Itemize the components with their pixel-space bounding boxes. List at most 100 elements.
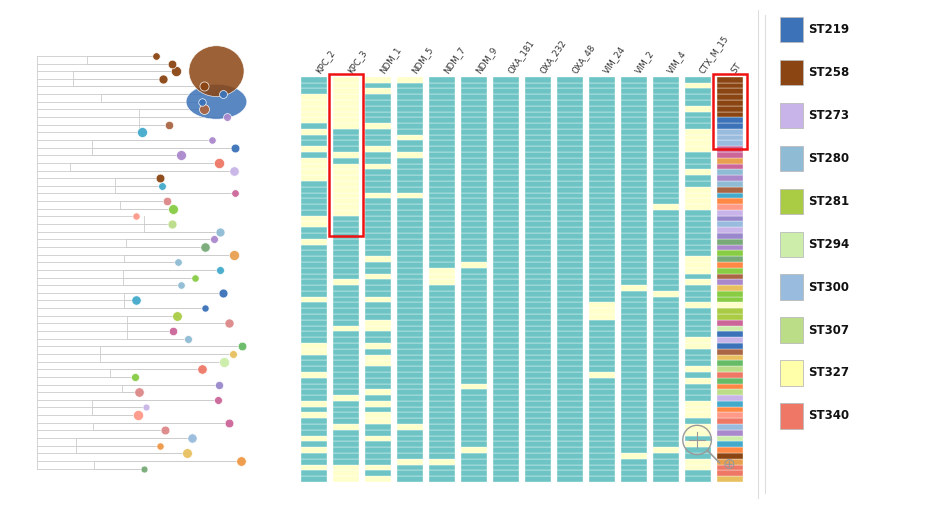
Bar: [557, 360, 583, 366]
Bar: [397, 77, 423, 83]
Bar: [365, 279, 391, 285]
Bar: [525, 476, 551, 482]
Text: OXA_181: OXA_181: [505, 38, 535, 75]
Bar: [492, 291, 519, 297]
Bar: [397, 221, 423, 227]
Bar: [589, 320, 615, 326]
Bar: [397, 140, 423, 146]
Bar: [461, 372, 487, 378]
Bar: [589, 308, 615, 314]
Bar: [621, 169, 647, 175]
Bar: [684, 401, 710, 407]
Bar: [333, 227, 359, 233]
Bar: [365, 314, 391, 320]
Bar: [621, 210, 647, 216]
Bar: [557, 210, 583, 216]
Bar: [397, 164, 423, 169]
Bar: [652, 169, 679, 175]
Bar: [589, 250, 615, 256]
Bar: [429, 424, 455, 430]
Bar: [621, 123, 647, 129]
Bar: [492, 378, 519, 384]
Bar: [652, 389, 679, 395]
Bar: [300, 210, 327, 216]
Bar: [300, 106, 327, 111]
Bar: [589, 227, 615, 233]
Bar: [717, 129, 743, 135]
Bar: [525, 470, 551, 476]
Point: [162, 120, 177, 129]
Bar: [717, 135, 743, 140]
Bar: [525, 262, 551, 268]
Bar: [300, 227, 327, 233]
Bar: [652, 343, 679, 349]
Text: KPC_3: KPC_3: [346, 48, 369, 75]
Bar: [589, 470, 615, 476]
Bar: [589, 135, 615, 140]
Bar: [397, 256, 423, 262]
Bar: [492, 256, 519, 262]
Bar: [365, 198, 391, 204]
Bar: [717, 447, 743, 453]
Bar: [589, 366, 615, 372]
Text: ST307: ST307: [808, 324, 849, 337]
Text: NDM_1: NDM_1: [378, 45, 402, 75]
Bar: [589, 453, 615, 459]
Text: ST280: ST280: [808, 152, 849, 165]
Bar: [717, 268, 743, 273]
Bar: [461, 285, 487, 291]
Bar: [461, 430, 487, 435]
Bar: [461, 140, 487, 146]
Bar: [652, 384, 679, 389]
Bar: [365, 407, 391, 412]
Bar: [717, 239, 743, 245]
Bar: [365, 169, 391, 175]
Bar: [365, 100, 391, 106]
Bar: [461, 94, 487, 100]
Bar: [492, 123, 519, 129]
Bar: [492, 430, 519, 435]
Bar: [557, 158, 583, 164]
Bar: [557, 401, 583, 407]
Bar: [589, 221, 615, 227]
Bar: [621, 314, 647, 320]
Bar: [300, 117, 327, 123]
Bar: [717, 158, 743, 164]
Bar: [684, 83, 710, 88]
Bar: [652, 424, 679, 430]
Bar: [300, 187, 327, 193]
Bar: [333, 135, 359, 140]
Bar: [429, 158, 455, 164]
Bar: [589, 204, 615, 210]
Bar: [781, 146, 803, 171]
Bar: [333, 210, 359, 216]
Bar: [621, 88, 647, 94]
Bar: [684, 384, 710, 389]
Bar: [557, 337, 583, 343]
Bar: [621, 106, 647, 111]
Bar: [397, 430, 423, 435]
Bar: [397, 187, 423, 193]
Bar: [333, 250, 359, 256]
Bar: [429, 459, 455, 464]
Bar: [397, 459, 423, 464]
Bar: [589, 372, 615, 378]
Bar: [429, 302, 455, 308]
Bar: [781, 188, 803, 214]
Point: [222, 419, 237, 427]
Bar: [365, 250, 391, 256]
Bar: [525, 464, 551, 470]
Bar: [717, 216, 743, 221]
Bar: [429, 129, 455, 135]
Bar: [652, 146, 679, 152]
Bar: [492, 250, 519, 256]
Bar: [717, 326, 743, 331]
Bar: [429, 164, 455, 169]
Bar: [365, 378, 391, 384]
Point: [128, 212, 143, 220]
Bar: [492, 355, 519, 360]
Bar: [781, 318, 803, 343]
Bar: [557, 389, 583, 395]
Bar: [461, 395, 487, 401]
Bar: [525, 418, 551, 424]
